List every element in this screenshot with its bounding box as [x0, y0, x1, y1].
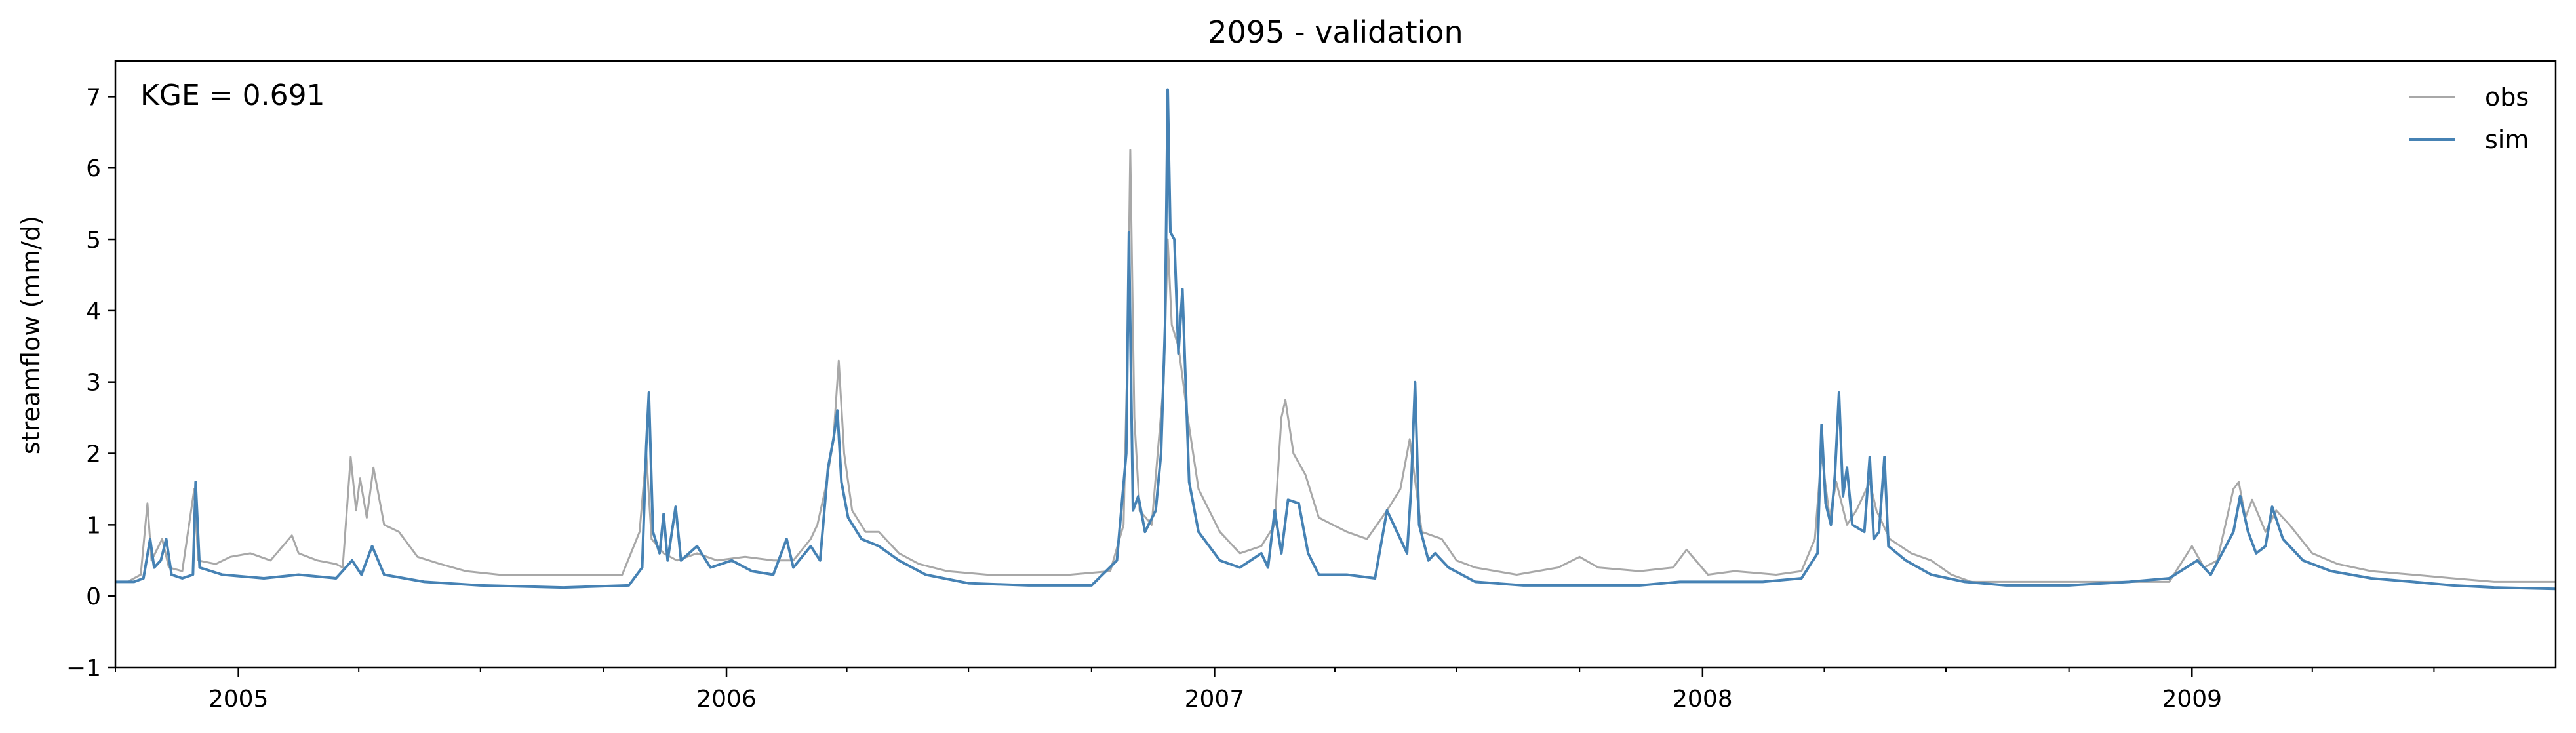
x-tick-label: 2007 — [1185, 686, 1245, 713]
y-tick-label: 5 — [86, 227, 101, 254]
legend-label-sim: sim — [2485, 125, 2529, 154]
series-line-obs — [115, 149, 2556, 583]
y-tick-label: 2 — [86, 441, 101, 468]
x-tick-label: 2008 — [1673, 686, 1733, 713]
x-tick-label: 2005 — [208, 686, 269, 713]
y-axis-ticks: −1 0 1 2 3 4 5 6 7 — [66, 84, 115, 682]
x-axis-ticks: 2005 2006 2007 2008 2009 — [115, 667, 2435, 713]
y-tick-label: 1 — [86, 512, 101, 539]
kge-annotation: KGE = 0.691 — [140, 79, 325, 112]
y-tick-label: 6 — [86, 155, 101, 182]
y-tick-label: −1 — [66, 655, 101, 682]
y-tick-label: 4 — [86, 298, 101, 325]
y-tick-label: 3 — [86, 370, 101, 397]
y-axis-label: streamflow (mm/d) — [16, 216, 45, 454]
x-tick-label: 2006 — [696, 686, 757, 713]
series-layer — [115, 88, 2556, 591]
legend-label-obs: obs — [2485, 83, 2529, 111]
legend: obs sim — [2409, 83, 2529, 154]
chart-title: 2095 - validation — [1208, 14, 1463, 50]
x-tick-label: 2009 — [2162, 686, 2222, 713]
y-tick-label: 0 — [86, 584, 101, 610]
series-line-sim — [115, 88, 2556, 591]
y-tick-label: 7 — [86, 84, 101, 111]
plot-frame — [114, 60, 2557, 669]
